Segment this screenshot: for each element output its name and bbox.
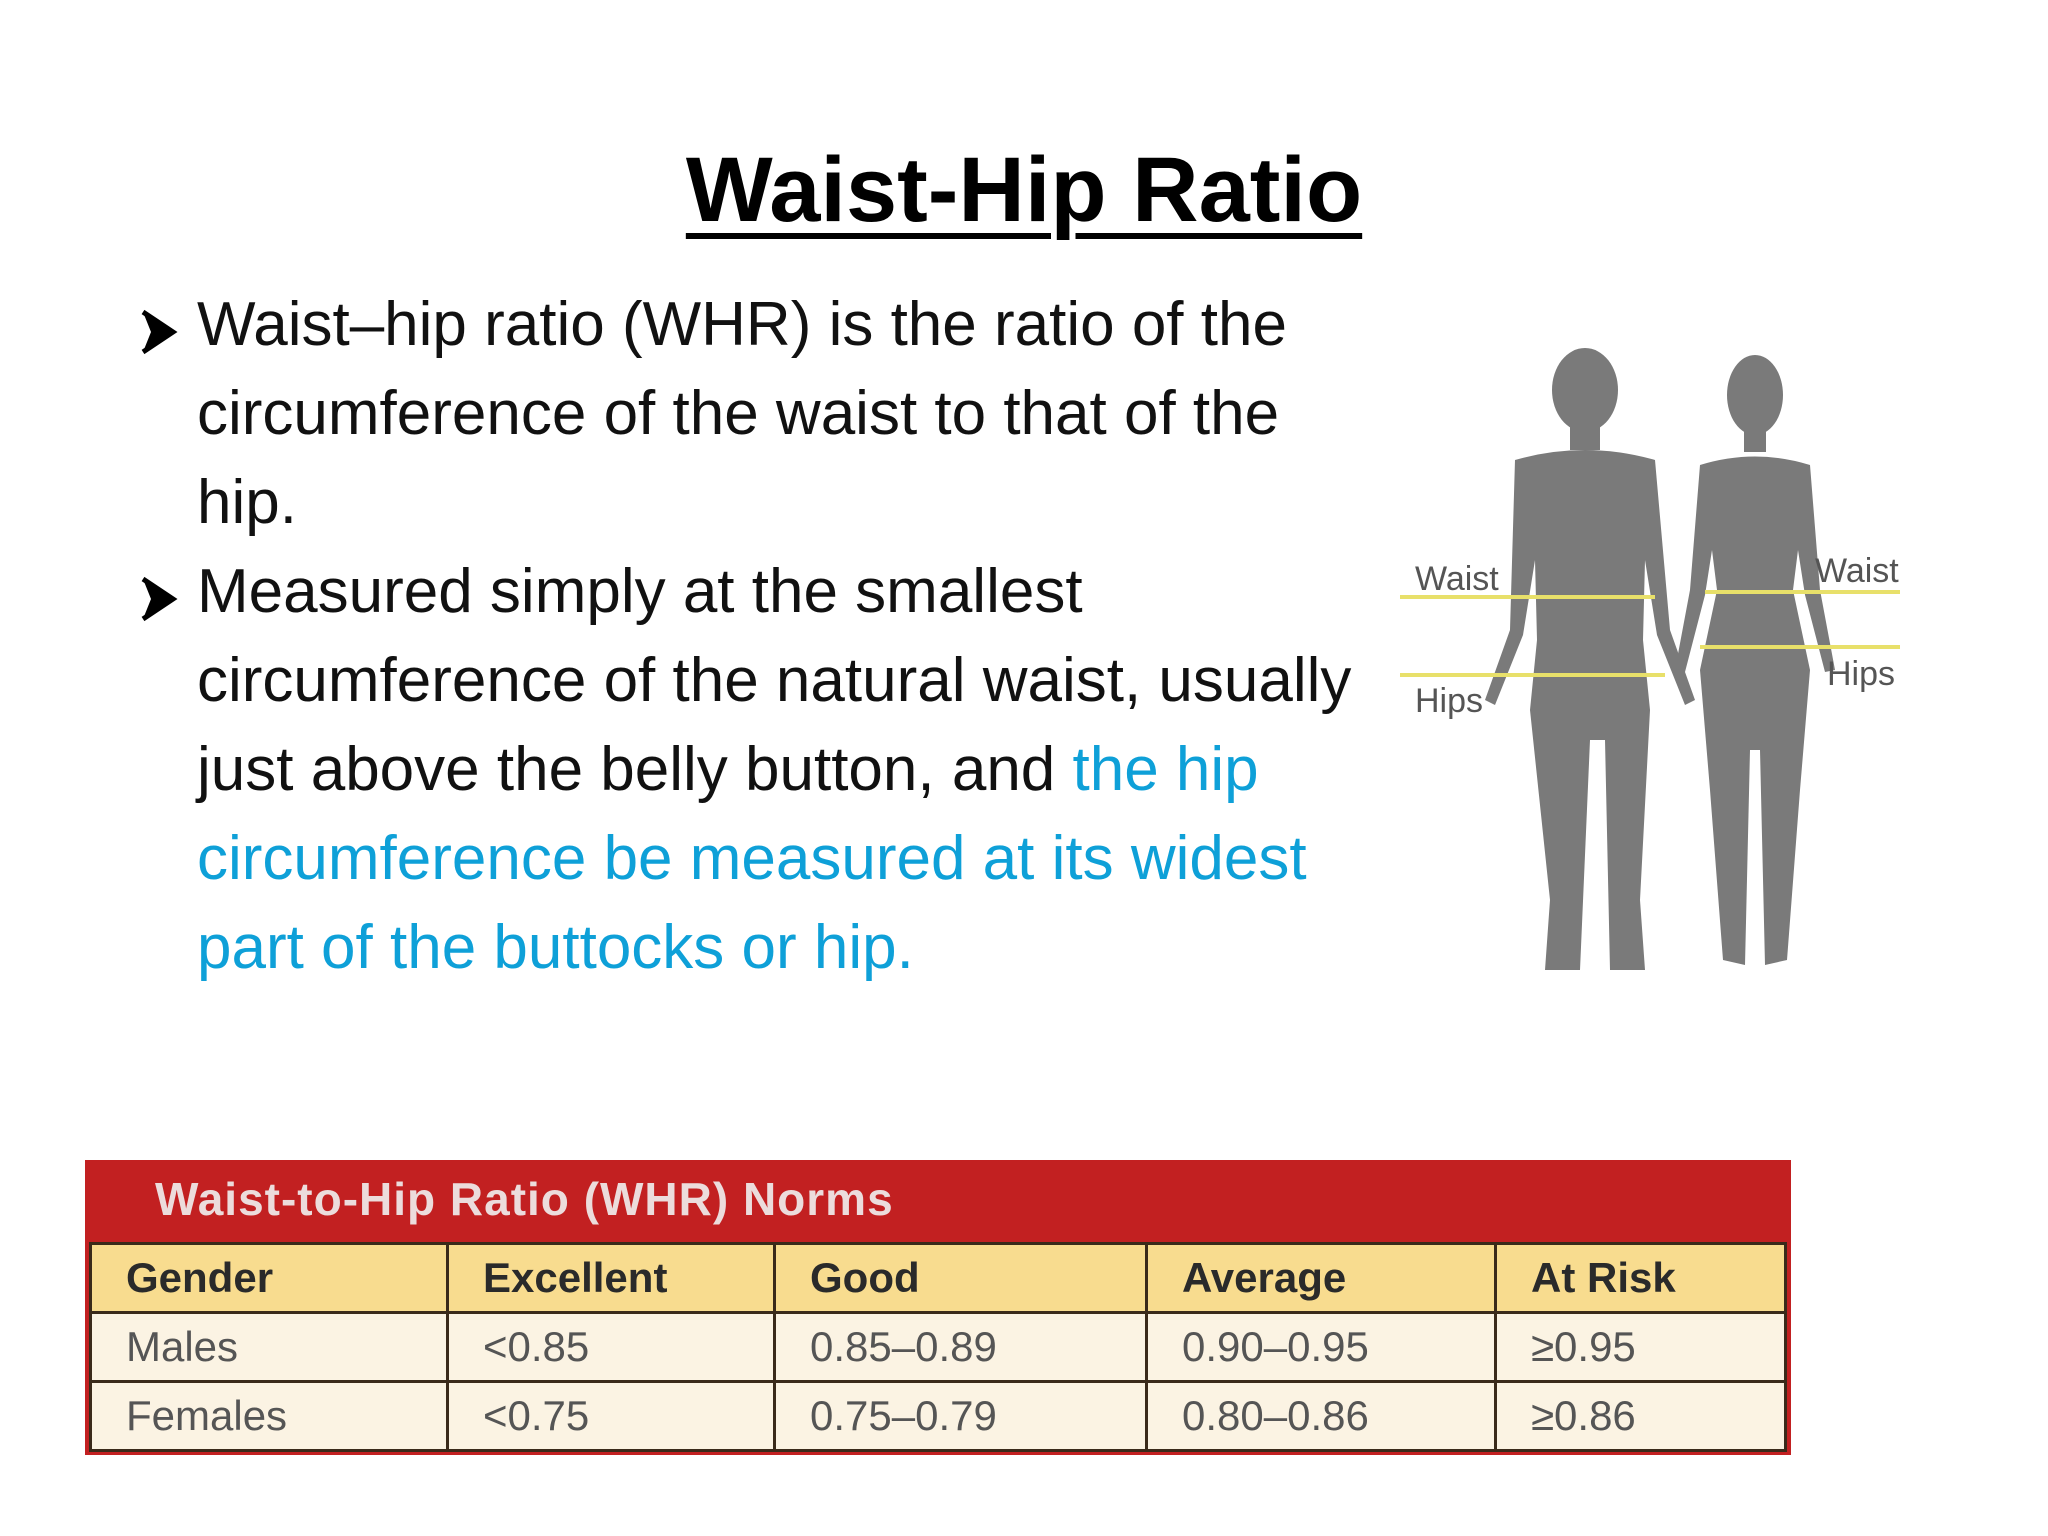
col-header-excellent: Excellent — [446, 1242, 776, 1314]
col-header-at-risk: At Risk — [1494, 1242, 1787, 1314]
male-silhouette — [1485, 348, 1695, 970]
bullet-text: Waist–hip ratio (WHR) is the ratio of th… — [197, 290, 1287, 537]
bullet-highlight-text: the hip circumference be measured at its… — [197, 735, 1307, 982]
cell-excellent: <0.85 — [446, 1311, 776, 1383]
measurement-lines — [1400, 590, 1900, 677]
cell-good: 0.85–0.89 — [773, 1311, 1148, 1383]
table-row: Males <0.85 0.85–0.89 0.90–0.95 ≥0.95 — [89, 1311, 1787, 1383]
cell-excellent: <0.75 — [446, 1380, 776, 1452]
cell-average: 0.80–0.86 — [1145, 1380, 1497, 1452]
bullet-item-definition: Waist–hip ratio (WHR) is the ratio of th… — [135, 280, 1355, 547]
table-row: Females <0.75 0.75–0.79 0.80–0.86 ≥0.86 — [89, 1380, 1787, 1452]
female-waist-label: Waist — [1815, 552, 1899, 590]
arrow-bullet-icon — [141, 309, 178, 355]
bullet-text: Measured simply at the smallest circumfe… — [197, 557, 1352, 804]
bullet-item-measurement: Measured simply at the smallest circumfe… — [135, 547, 1355, 992]
norms-grid: Gender Excellent Good Average At Risk Ma… — [89, 1242, 1787, 1452]
table-title: Waist-to-Hip Ratio (WHR) Norms — [155, 1173, 894, 1225]
female-hips-label: Hips — [1827, 655, 1895, 693]
arrow-bullet-icon — [141, 576, 178, 622]
cell-gender: Females — [89, 1380, 449, 1452]
male-waist-label: Waist — [1415, 560, 1499, 598]
cell-average: 0.90–0.95 — [1145, 1311, 1497, 1383]
male-hips-label: Hips — [1415, 682, 1483, 720]
cell-gender: Males — [89, 1311, 449, 1383]
cell-at-risk: ≥0.95 — [1494, 1311, 1787, 1383]
slide-title: Waist-Hip Ratio — [685, 139, 1363, 241]
col-header-gender: Gender — [89, 1242, 449, 1314]
cell-at-risk: ≥0.86 — [1494, 1380, 1787, 1452]
cell-good: 0.75–0.79 — [773, 1380, 1148, 1452]
bullet-list: Waist–hip ratio (WHR) is the ratio of th… — [135, 280, 1355, 992]
female-silhouette — [1675, 355, 1835, 965]
body-silhouettes-figure: Waist Hips Waist Hips — [1400, 348, 1900, 970]
whr-norms-table: Waist-to-Hip Ratio (WHR) Norms Gender Ex… — [85, 1160, 1791, 1455]
col-header-average: Average — [1145, 1242, 1497, 1314]
col-header-good: Good — [773, 1242, 1148, 1314]
table-header-row: Gender Excellent Good Average At Risk — [89, 1242, 1787, 1314]
